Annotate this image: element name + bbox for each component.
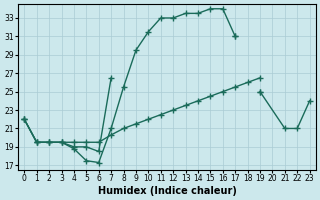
X-axis label: Humidex (Indice chaleur): Humidex (Indice chaleur) <box>98 186 236 196</box>
